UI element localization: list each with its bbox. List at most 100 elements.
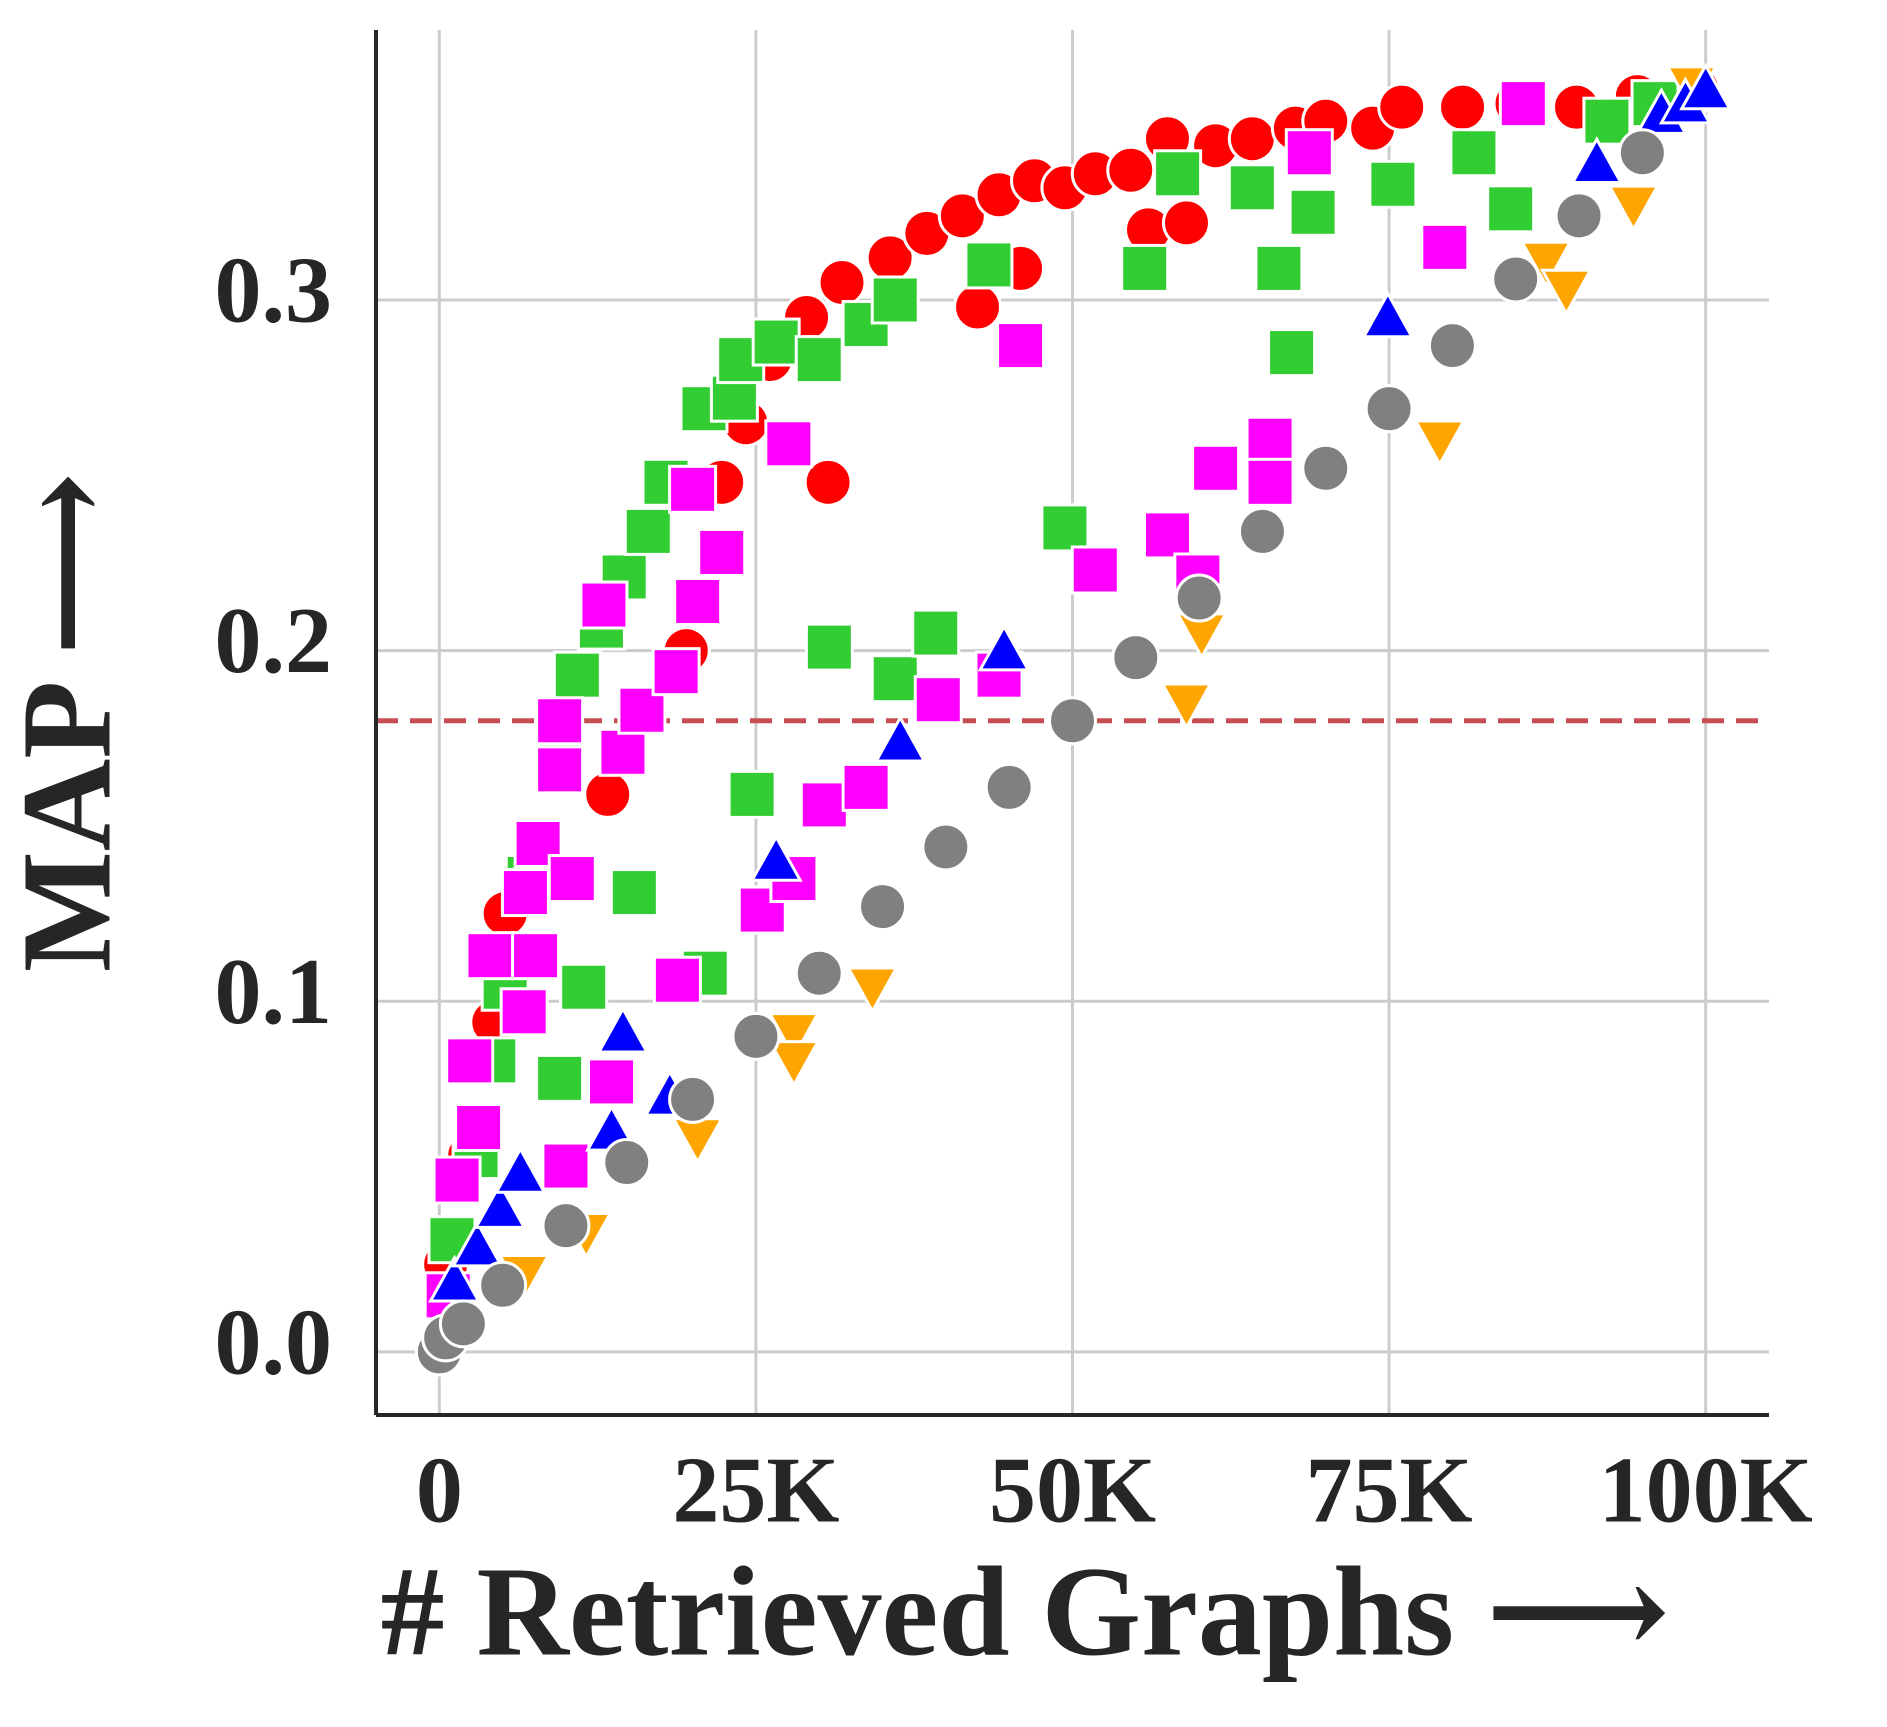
point xyxy=(767,1012,821,1060)
point xyxy=(1368,159,1418,209)
point xyxy=(1284,128,1334,178)
point xyxy=(1245,415,1295,465)
point xyxy=(845,966,899,1015)
point xyxy=(651,647,701,697)
point xyxy=(1227,163,1277,213)
point xyxy=(1486,184,1536,234)
point xyxy=(1174,573,1224,623)
point xyxy=(500,868,550,918)
point xyxy=(1153,149,1203,199)
point xyxy=(937,191,987,241)
point xyxy=(1237,506,1287,556)
point xyxy=(803,457,853,507)
point xyxy=(751,317,801,367)
point xyxy=(1413,419,1467,468)
point xyxy=(1254,243,1304,293)
x-tick-label: 50K xyxy=(989,1439,1156,1543)
point xyxy=(799,780,849,830)
point xyxy=(1498,79,1548,129)
point xyxy=(450,1219,504,1268)
point xyxy=(1539,268,1593,317)
point xyxy=(596,1005,650,1054)
point xyxy=(1554,191,1604,241)
point xyxy=(673,577,723,627)
point xyxy=(535,1053,585,1103)
point xyxy=(552,650,602,700)
point xyxy=(1377,82,1427,132)
point xyxy=(559,962,609,1012)
point xyxy=(1570,136,1624,184)
point xyxy=(921,822,971,872)
point xyxy=(749,833,803,882)
point xyxy=(535,696,585,746)
point xyxy=(583,769,633,819)
point xyxy=(478,1260,528,1310)
point xyxy=(1449,128,1499,178)
point xyxy=(764,419,814,469)
y-tick-label: 0.1 xyxy=(215,940,333,1044)
point xyxy=(541,1201,591,1251)
point xyxy=(873,714,927,763)
point xyxy=(427,1254,482,1303)
point xyxy=(473,1181,527,1229)
x-axis-title: # Retrieved Graphs ⟶ xyxy=(380,1540,1669,1682)
point xyxy=(870,654,920,704)
point xyxy=(794,335,844,385)
point xyxy=(911,608,961,658)
point xyxy=(1288,187,1338,237)
point xyxy=(668,1074,718,1124)
point xyxy=(1161,198,1211,248)
point xyxy=(587,1057,637,1107)
point xyxy=(984,762,1034,812)
x-tick-label: 0 xyxy=(416,1439,463,1543)
point xyxy=(1301,443,1351,493)
point xyxy=(1159,682,1214,731)
point xyxy=(438,1299,488,1349)
point xyxy=(609,868,659,918)
point xyxy=(1617,128,1667,178)
point xyxy=(1267,328,1317,378)
y-tick-label: 0.2 xyxy=(215,589,333,693)
point xyxy=(858,882,908,932)
point xyxy=(671,1117,725,1166)
point xyxy=(1420,222,1470,272)
y-tick-label: 0.3 xyxy=(215,239,333,343)
point xyxy=(623,506,673,556)
x-tick-label: 100K xyxy=(1599,1439,1813,1543)
point xyxy=(1245,457,1295,507)
point xyxy=(1491,254,1541,304)
point xyxy=(1679,62,1733,111)
point xyxy=(1070,545,1120,595)
x-tick-label: 25K xyxy=(672,1439,839,1543)
point xyxy=(737,885,787,935)
point xyxy=(547,854,597,904)
point xyxy=(964,240,1014,290)
point xyxy=(913,675,963,725)
point xyxy=(1191,443,1241,493)
point xyxy=(445,1036,495,1086)
point xyxy=(1040,503,1090,553)
point xyxy=(511,931,561,981)
point xyxy=(953,282,1003,332)
point xyxy=(804,622,854,672)
point xyxy=(1120,243,1170,293)
point xyxy=(817,257,867,307)
point xyxy=(652,955,702,1005)
point xyxy=(465,931,515,981)
x-tick-label: 75K xyxy=(1306,1439,1473,1543)
point xyxy=(1438,82,1488,132)
point xyxy=(977,623,1031,672)
point xyxy=(1361,290,1415,339)
point xyxy=(668,464,718,514)
point xyxy=(697,527,747,577)
point xyxy=(870,275,920,325)
point xyxy=(493,1145,547,1194)
point xyxy=(1142,510,1192,560)
point xyxy=(1048,696,1097,746)
point xyxy=(602,1138,652,1188)
y-tick-label: 0.0 xyxy=(215,1290,333,1394)
point xyxy=(731,1011,781,1061)
point xyxy=(1364,384,1414,434)
y-axis-title: MAP ⟶ xyxy=(0,472,137,972)
